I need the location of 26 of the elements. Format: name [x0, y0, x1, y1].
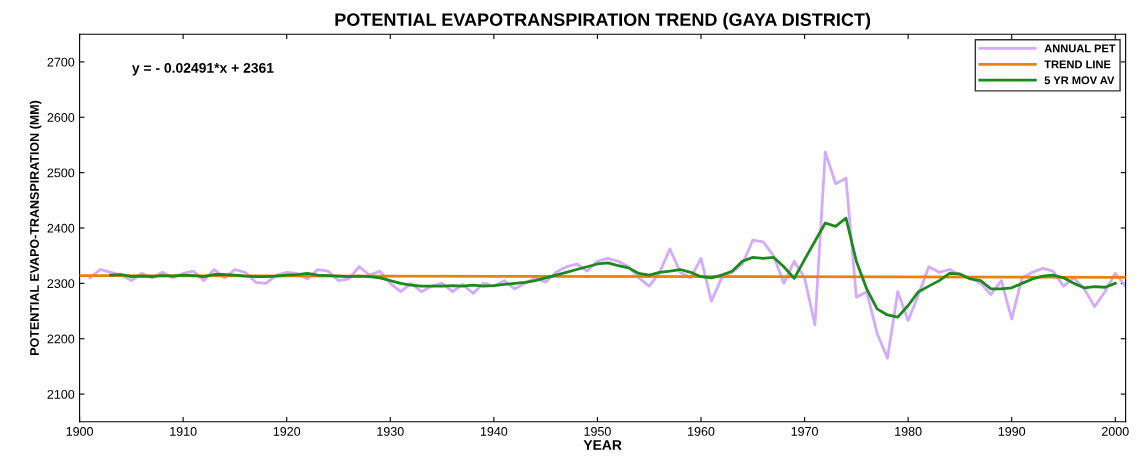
y-axis-title: POTENTIAL EVAPO-TRANSPIRATION (MM) [29, 100, 42, 355]
x-tick-label: 1960 [688, 426, 715, 436]
y-tick-label: 2500 [47, 168, 75, 178]
x-tick-label: 1990 [998, 426, 1026, 436]
x-tick-label: 1910 [170, 426, 197, 436]
x-tick-label: 2000 [1102, 426, 1129, 436]
x-tick-label: 1970 [791, 426, 818, 436]
y-tick-label: 2100 [47, 389, 75, 399]
annotation: y = - 0.02491*x + 2361 [132, 62, 274, 76]
y-tick-label: 2200 [47, 334, 75, 344]
x-tick-label: 1980 [895, 426, 922, 436]
y-tick-label: 2400 [47, 223, 75, 233]
legend-label: TREND LINE [1044, 60, 1111, 69]
y-tick-label: 2700 [47, 57, 75, 67]
x-tick-label: 1900 [66, 426, 94, 436]
x-axis-title: YEAR [583, 440, 622, 450]
chart-title: POTENTIAL EVAPOTRANSPIRATION TREND (GAYA DISTRICT) [335, 12, 871, 30]
legend-label: ANNUAL PET [1044, 44, 1116, 53]
y-tick-label: 2600 [47, 113, 75, 122]
y-tick-label: 2300 [47, 279, 75, 289]
legend-label: 5 YR MOV AV [1044, 76, 1115, 85]
x-tick-label: 1930 [377, 426, 404, 436]
x-tick-label: 1950 [584, 426, 611, 436]
x-tick-label: 1940 [480, 426, 508, 436]
line-series [109, 216, 1117, 319]
x-tick-label: 1920 [273, 426, 301, 436]
